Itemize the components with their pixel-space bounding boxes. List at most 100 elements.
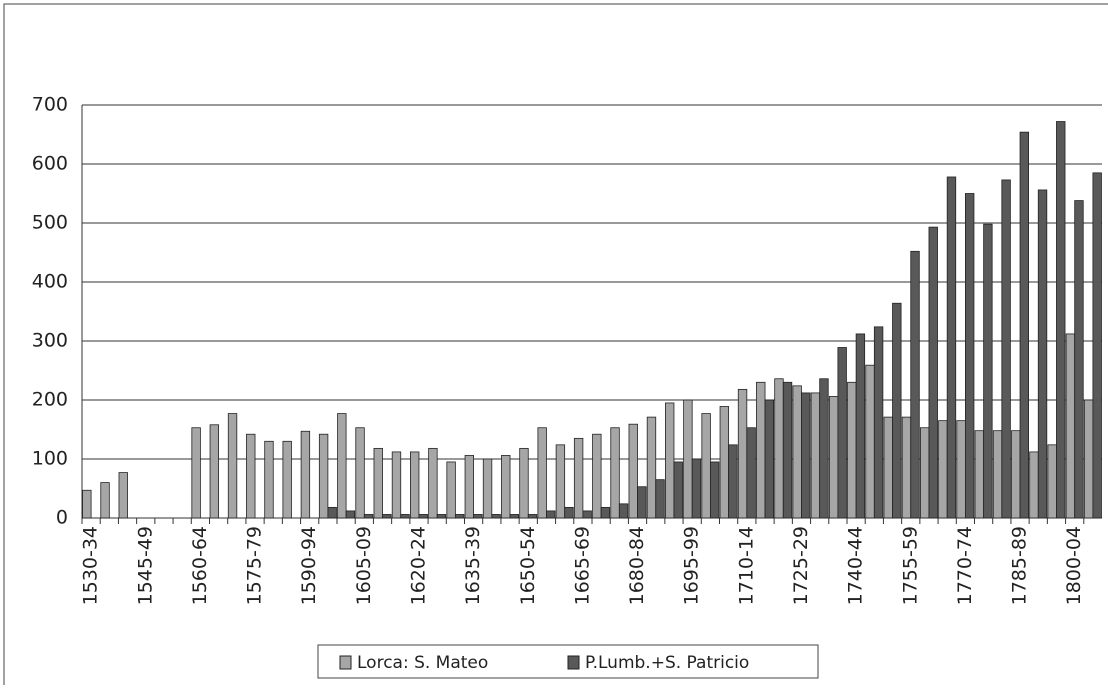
bar (82, 489, 92, 519)
bar (673, 461, 683, 519)
bar (964, 193, 975, 519)
bar (946, 176, 957, 519)
x-tick-label: 1770-74 (954, 526, 976, 605)
bar (701, 413, 711, 519)
bar (1056, 121, 1066, 519)
bar (792, 385, 802, 519)
bar (382, 514, 392, 519)
bar (837, 347, 847, 519)
bar (1074, 200, 1084, 519)
x-tick-label: 1590-94 (298, 526, 320, 605)
bar (446, 461, 456, 519)
bar (501, 455, 511, 519)
x-tick-label: 1740-44 (845, 526, 867, 605)
x-tick-label: 1710-14 (735, 526, 757, 605)
bar (509, 514, 519, 519)
bar (910, 250, 920, 519)
y-tick-label: 600 (32, 153, 68, 175)
bar (865, 364, 875, 519)
bar (464, 455, 475, 519)
bar (873, 326, 884, 519)
bar (618, 503, 629, 519)
bar (746, 427, 756, 519)
bar (573, 437, 584, 519)
bar (592, 433, 602, 519)
bar (454, 514, 465, 519)
y-tick-label: 100 (32, 448, 68, 470)
x-tick-label: 1650-54 (517, 526, 539, 605)
bar (992, 430, 1003, 519)
x-tick-label: 1800-04 (1063, 526, 1085, 605)
bar (810, 392, 821, 519)
bar (628, 423, 638, 519)
bar (938, 420, 948, 519)
bar (118, 472, 128, 519)
bar (983, 223, 993, 519)
bar (363, 514, 374, 519)
bar (855, 333, 866, 519)
bar (1037, 189, 1048, 519)
bar (691, 458, 702, 519)
bar (400, 514, 410, 519)
bar (819, 378, 829, 519)
y-tick-label: 700 (32, 94, 68, 116)
y-tick-label: 0 (56, 507, 68, 529)
bar (600, 506, 611, 519)
bar (410, 451, 420, 519)
x-tick-label: 1755-59 (899, 526, 921, 605)
bar (646, 416, 657, 519)
bar (774, 378, 784, 519)
x-tick-label: 1665-69 (571, 526, 593, 605)
bar (920, 427, 930, 519)
bar (191, 427, 201, 519)
bar (227, 413, 238, 519)
bar (1001, 179, 1011, 519)
y-tick-label: 500 (32, 212, 68, 234)
bar (683, 399, 693, 519)
x-tick-label: 1635-39 (462, 526, 484, 605)
bar (892, 302, 902, 519)
legend-label: Lorca: S. Mateo (357, 653, 488, 673)
bar (1029, 451, 1039, 519)
x-tick-label: 1725-29 (790, 526, 812, 605)
legend-swatch (339, 655, 352, 670)
bar (482, 458, 493, 519)
bar (728, 444, 738, 519)
x-tick-label: 1530-34 (80, 526, 102, 605)
bar (1011, 430, 1021, 519)
bar (300, 430, 311, 519)
bar (527, 514, 538, 519)
bar (582, 510, 592, 519)
bar (1083, 399, 1094, 519)
bar (436, 514, 447, 519)
x-tick-label: 1560-64 (189, 526, 211, 605)
bar (209, 424, 220, 519)
bar (655, 479, 665, 519)
bar (418, 514, 428, 519)
bar (756, 381, 766, 519)
bar (719, 406, 730, 519)
bar (801, 392, 811, 519)
bar (100, 482, 110, 519)
y-tick-label: 400 (32, 271, 68, 293)
bar (318, 433, 329, 519)
legend-label: P.Lumb.+S. Patricio (585, 653, 749, 673)
bar (373, 447, 383, 519)
bar (637, 486, 647, 519)
bar (337, 413, 347, 519)
bar (847, 381, 857, 519)
bar (564, 506, 574, 519)
bar (391, 451, 402, 519)
bar (355, 427, 365, 519)
x-tick-label: 1680-84 (626, 526, 648, 605)
bar (901, 416, 912, 519)
bar (828, 396, 839, 519)
bar (1019, 131, 1029, 519)
bar (1065, 333, 1076, 519)
bar (709, 461, 720, 519)
bar (428, 447, 438, 519)
x-tick-label: 1695-99 (681, 526, 703, 605)
bar (928, 226, 938, 519)
x-tick-label: 1605-09 (353, 526, 375, 605)
bar (537, 427, 547, 519)
